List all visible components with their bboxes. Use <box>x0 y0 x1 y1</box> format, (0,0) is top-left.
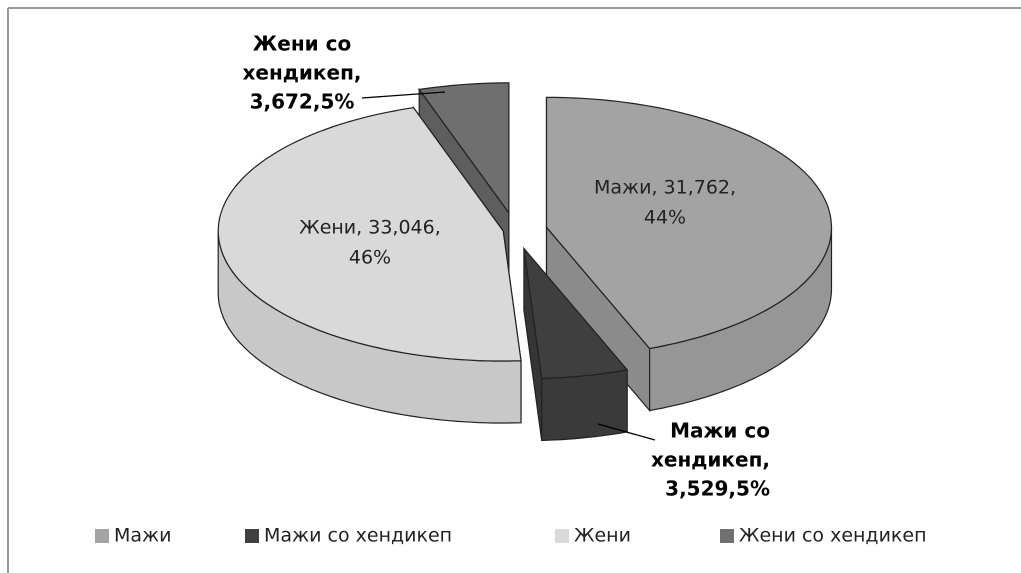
legend-label: Мажи <box>114 525 172 547</box>
data-label: 46% <box>349 247 391 269</box>
legend-label: Мажи со хендикеп <box>264 525 452 547</box>
legend-swatch <box>245 529 259 543</box>
data-label: Мажи со <box>670 419 770 443</box>
legend-swatch <box>95 529 109 543</box>
leader-line <box>361 91 446 99</box>
data-label: Жени со <box>253 32 351 56</box>
slice <box>217 107 522 362</box>
slice <box>523 246 629 380</box>
data-label: 3,672,5% <box>250 90 355 114</box>
data-label: Жени, 33,046, <box>299 217 441 239</box>
data-label: Мажи, 31,762, <box>594 177 736 199</box>
legend-swatch <box>555 529 569 543</box>
slice-side <box>541 369 628 442</box>
slice <box>545 96 833 350</box>
legend-label: Жени <box>574 525 631 547</box>
legend-label: Жени со хендикеп <box>739 525 927 547</box>
data-label: 44% <box>644 207 686 229</box>
data-label: хендикеп, <box>242 61 361 85</box>
legend-swatch <box>720 529 734 543</box>
slice <box>418 82 510 215</box>
data-label: 3,529,5% <box>665 477 770 501</box>
leader-line <box>597 423 656 441</box>
data-label: хендикеп, <box>651 448 770 472</box>
